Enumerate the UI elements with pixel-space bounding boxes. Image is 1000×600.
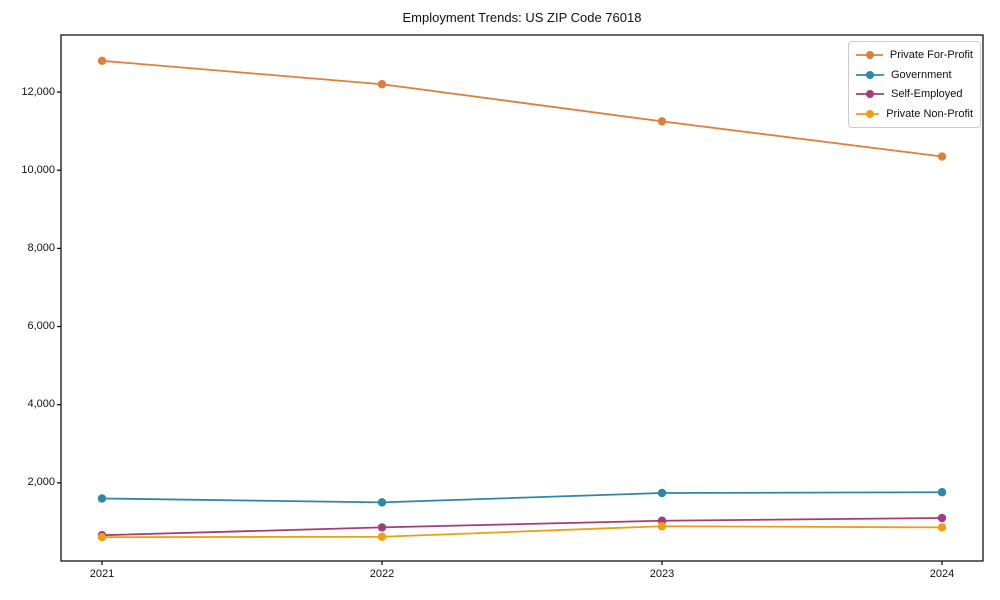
data-point-marker — [937, 523, 947, 532]
y-tick-label: 4,000 — [27, 398, 55, 411]
legend-label: Private Non-Profit — [886, 108, 973, 121]
data-point-marker — [937, 152, 947, 161]
legend-line-marker-icon — [856, 70, 884, 79]
data-point-marker — [377, 532, 387, 541]
data-point-marker — [937, 488, 947, 497]
legend-item: Private For-Profit — [856, 49, 973, 61]
data-point-marker — [97, 494, 107, 503]
y-tick-label: 6,000 — [27, 320, 55, 333]
x-tick-label: 2024 — [929, 568, 955, 580]
data-point-marker — [377, 498, 387, 507]
chart-title: Employment Trends: US ZIP Code 76018 — [402, 10, 642, 25]
legend-item: Private Non-Profit — [856, 108, 973, 120]
series-line-private-for-profit — [101, 59, 943, 158]
x-tick-label: 2021 — [89, 568, 115, 580]
legend: Private For-Profit Government Self-Employe… — [848, 41, 981, 128]
legend-label: Private For-Profit — [889, 48, 973, 61]
axes-frame — [60, 34, 984, 562]
legend-label: Government — [891, 68, 952, 81]
data-point-marker — [657, 522, 667, 531]
legend-item: Self-Employed — [856, 88, 973, 100]
x-tick-label: 2022 — [369, 568, 395, 580]
series-line-private-non-profit — [101, 525, 943, 539]
legend-item: Government — [856, 69, 973, 81]
legend-line-marker-icon — [856, 50, 883, 59]
data-point-marker — [377, 523, 387, 532]
data-point-marker — [97, 532, 107, 542]
legend-line-marker-icon — [856, 90, 884, 99]
data-point-marker — [657, 117, 667, 126]
legend-label: Self-Employed — [891, 88, 963, 101]
y-tick-label: 12,000 — [21, 85, 55, 98]
y-tick-label: 2,000 — [27, 476, 55, 489]
series-line-self-employed — [101, 517, 943, 537]
data-point-marker — [657, 488, 667, 498]
y-tick-label: 8,000 — [27, 241, 55, 254]
data-point-marker — [377, 80, 387, 89]
legend-line-marker-icon — [856, 110, 880, 119]
y-tick-label: 10,000 — [21, 163, 55, 176]
data-point-marker — [97, 56, 107, 65]
series-line-government — [101, 491, 943, 504]
data-point-marker — [937, 513, 947, 523]
x-tick-label: 2023 — [649, 568, 675, 580]
